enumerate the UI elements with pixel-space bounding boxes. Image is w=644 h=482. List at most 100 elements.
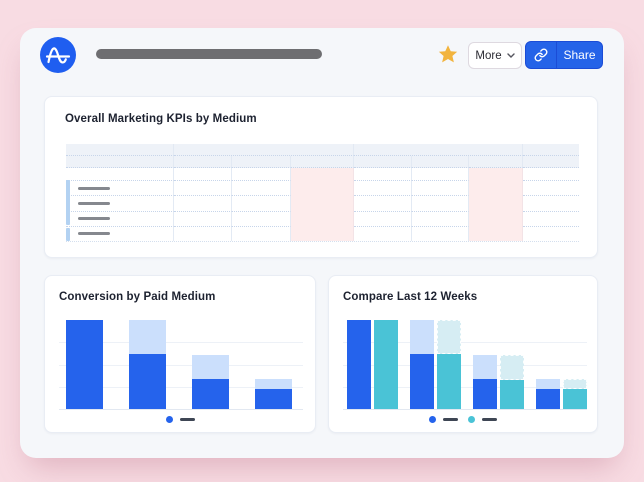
table-cell xyxy=(66,180,174,196)
table-cell xyxy=(174,195,232,211)
bar-segment-light xyxy=(192,354,229,379)
table-cell xyxy=(412,195,469,211)
table-cell xyxy=(523,210,579,226)
legend-label-placeholder xyxy=(482,418,497,421)
table-cell xyxy=(523,225,579,241)
table-cell xyxy=(232,195,291,211)
gridline xyxy=(59,342,303,344)
bar xyxy=(66,320,103,409)
table-header-cell xyxy=(66,144,174,156)
table-cell xyxy=(174,180,232,196)
table-header-cell xyxy=(412,156,469,168)
table-cell-highlighted xyxy=(291,195,354,211)
bar-segment-light xyxy=(129,320,166,354)
bar-segment-dark xyxy=(347,320,371,409)
table-cell xyxy=(232,225,291,241)
bar-segment-light xyxy=(437,320,461,354)
kpi-table-title: Overall Marketing KPIs by Medium xyxy=(65,113,257,125)
table-header-cell xyxy=(523,156,579,168)
table-cell xyxy=(412,210,469,226)
bar xyxy=(437,320,461,409)
table-cell xyxy=(66,168,174,180)
kpi-table xyxy=(66,144,579,242)
table-cell xyxy=(174,210,232,226)
row-accent-bar xyxy=(66,228,70,241)
bar-segment-dark xyxy=(410,353,434,409)
compare-chart-plot xyxy=(343,320,587,410)
table-cell xyxy=(174,168,232,180)
bar-segment-dark xyxy=(536,388,560,409)
gridline xyxy=(59,409,303,410)
gridline xyxy=(343,386,587,388)
text-placeholder-bar xyxy=(78,186,110,190)
table-cell xyxy=(66,210,174,226)
table-cell xyxy=(66,195,174,211)
share-button-label: Share xyxy=(563,48,596,62)
bar-segment-light xyxy=(255,378,292,389)
text-placeholder-bar xyxy=(78,217,110,221)
bar-segment-dark xyxy=(374,320,398,409)
table-cell xyxy=(232,210,291,226)
bar-segment-dark xyxy=(192,378,229,409)
table-cell xyxy=(523,168,579,180)
legend-label-placeholder xyxy=(179,418,195,421)
table-cell xyxy=(354,225,412,241)
favorite-star-icon[interactable] xyxy=(437,43,459,65)
compare-chart-legend xyxy=(329,416,597,423)
copy-link-button[interactable] xyxy=(526,42,557,68)
text-placeholder-bar xyxy=(78,232,110,236)
bar-segment-dark xyxy=(129,353,166,409)
legend-dot xyxy=(165,416,173,423)
text-placeholder-bar xyxy=(78,201,110,205)
table-cell xyxy=(66,225,174,241)
table-header-cell xyxy=(174,144,354,156)
conversion-chart-title: Conversion by Paid Medium xyxy=(59,291,216,303)
table-cell xyxy=(523,195,579,211)
gridline xyxy=(59,386,303,388)
table-cell-highlighted xyxy=(469,210,523,226)
gridline xyxy=(343,342,587,344)
bar-segment-dark xyxy=(255,388,292,409)
table-cell-highlighted xyxy=(291,168,354,180)
bar xyxy=(500,354,524,409)
table-header-cell xyxy=(291,156,354,168)
bar-segment-light xyxy=(536,378,560,389)
table-cell xyxy=(412,168,469,180)
share-button[interactable]: Share xyxy=(557,42,602,68)
table-header-cell xyxy=(469,156,523,168)
bar-segment-dark xyxy=(500,379,524,409)
bar-segment-dark xyxy=(563,389,587,409)
legend-item xyxy=(165,416,195,423)
link-icon xyxy=(534,48,548,62)
bar xyxy=(129,320,166,409)
table-header-cell xyxy=(354,144,523,156)
gridline xyxy=(59,364,303,366)
more-button[interactable]: More xyxy=(468,42,522,69)
legend-label-placeholder xyxy=(443,418,458,421)
table-header-cell xyxy=(232,156,291,168)
table-cell-highlighted xyxy=(469,180,523,196)
table-cell xyxy=(354,195,412,211)
legend-dot xyxy=(429,416,436,423)
bar xyxy=(473,354,497,409)
table-cell-highlighted xyxy=(469,195,523,211)
amplitude-logo-icon[interactable] xyxy=(40,37,76,73)
table-header-cell xyxy=(174,156,232,168)
compare-chart-panel: Compare Last 12 Weeks xyxy=(328,275,598,433)
bar-segment-light xyxy=(410,320,434,354)
legend-dot xyxy=(468,416,475,423)
bar xyxy=(536,378,560,409)
bar-segment-dark xyxy=(437,353,461,409)
table-cell xyxy=(523,180,579,196)
gridline xyxy=(343,364,587,366)
bar xyxy=(563,378,587,409)
table-cell xyxy=(412,225,469,241)
row-accent-bar xyxy=(66,180,70,225)
table-cell-highlighted xyxy=(469,168,523,180)
bar xyxy=(255,378,292,409)
bar-segment-dark xyxy=(473,378,497,409)
table-cell-highlighted xyxy=(469,225,523,241)
table-cell xyxy=(354,210,412,226)
table-cell-highlighted xyxy=(291,210,354,226)
